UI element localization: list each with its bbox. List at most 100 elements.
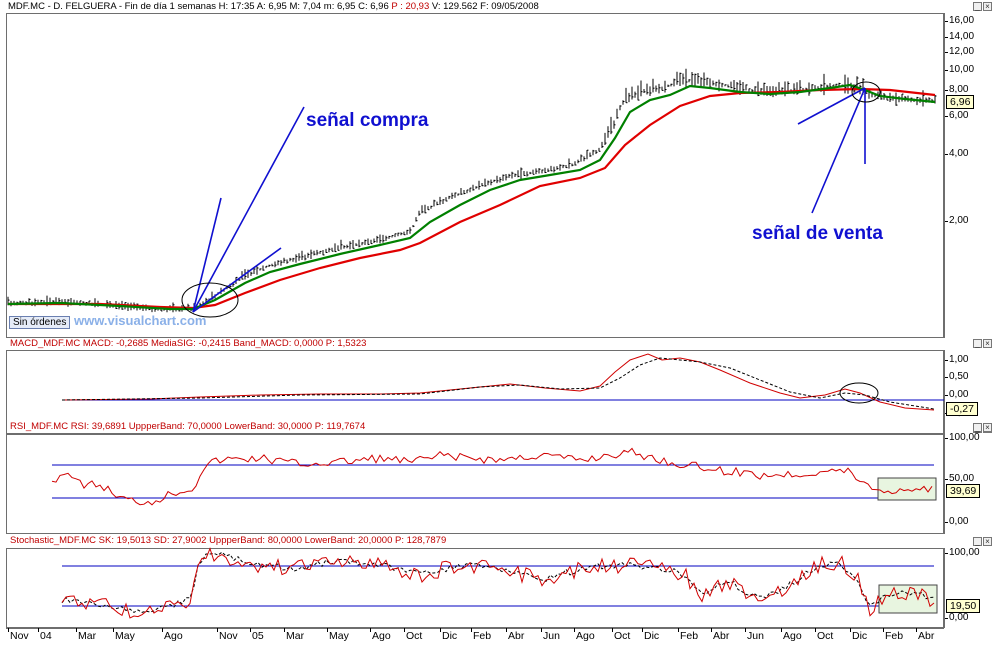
pane-close-icon[interactable]: × bbox=[983, 423, 992, 432]
macd-y-axis[interactable]: 1,00 0,50 0,00 -0,50 -0,27 bbox=[944, 350, 994, 434]
rsi-line bbox=[51, 447, 933, 506]
x-tick bbox=[327, 628, 328, 632]
price-bars bbox=[7, 68, 937, 313]
y-tick: 0,00 bbox=[944, 389, 969, 400]
ema-fast-line bbox=[7, 83, 936, 311]
x-tick-label: Jun bbox=[543, 630, 560, 642]
x-tick-label: Feb bbox=[885, 630, 904, 642]
y-tick: 0,50 bbox=[944, 371, 969, 382]
x-tick-label: Nov bbox=[10, 630, 29, 642]
ema-slow-line bbox=[8, 87, 936, 310]
x-tick bbox=[250, 628, 251, 632]
x-tick-label: Jun bbox=[747, 630, 764, 642]
header-p: P : 20,93 bbox=[391, 1, 430, 12]
x-tick-label: Dic bbox=[442, 630, 458, 642]
x-tick-label: Ago bbox=[576, 630, 595, 642]
buy-signal-line bbox=[192, 106, 305, 313]
pane-close-icon[interactable]: × bbox=[983, 2, 992, 11]
header-a: A: 6,95 bbox=[256, 1, 287, 12]
macd-line bbox=[61, 353, 935, 411]
buy-signal-line bbox=[192, 197, 222, 313]
x-tick bbox=[642, 628, 643, 632]
x-axis bbox=[6, 628, 944, 647]
x-tick bbox=[883, 628, 884, 632]
pane-minimize-icon[interactable]: _ bbox=[973, 339, 982, 348]
price-pane[interactable]: MDF.MC - D. FELGUERA - Fin de día 1 sema… bbox=[0, 0, 994, 338]
x-tick-label: Ago bbox=[372, 630, 391, 642]
x-tick bbox=[574, 628, 575, 632]
x-tick-label: Ago bbox=[783, 630, 802, 642]
macd-header-text: MACD_MDF.MC MACD: -0,2685 MediaSIG: -0,2… bbox=[10, 338, 367, 349]
x-tick bbox=[541, 628, 542, 632]
x-tick-label: Abr bbox=[918, 630, 935, 642]
x-tick-label: 04 bbox=[40, 630, 52, 642]
x-tick bbox=[440, 628, 441, 632]
sell-signal-line bbox=[811, 87, 866, 214]
x-tick-label: May bbox=[329, 630, 349, 642]
rsi-highlight-box bbox=[877, 477, 937, 501]
y-tick: 1,00 bbox=[944, 354, 969, 365]
buy-signal-line bbox=[192, 247, 282, 313]
stoch-pane[interactable]: 100,00 0,00 19,50 bbox=[0, 547, 994, 628]
x-tick bbox=[815, 628, 816, 632]
x-tick bbox=[76, 628, 77, 632]
x-tick-label: Feb bbox=[473, 630, 492, 642]
stoch-last-value: 19,50 bbox=[946, 599, 981, 613]
rsi-plot-area[interactable] bbox=[6, 434, 944, 534]
x-tick bbox=[678, 628, 679, 632]
x-tick-label: Dic bbox=[852, 630, 868, 642]
x-tick bbox=[38, 628, 39, 632]
rsi-pane[interactable]: _ × 100,00 50,00 0,00 39,69 bbox=[0, 424, 994, 534]
y-tick: 6,00 bbox=[944, 110, 969, 121]
x-tick-label: Nov bbox=[219, 630, 238, 642]
stoch-sk-line bbox=[61, 547, 935, 619]
y-tick: 16,00 bbox=[944, 15, 975, 26]
macd-header: MACD_MDF.MC MACD: -0,2685 MediaSIG: -0,2… bbox=[10, 338, 366, 349]
macd-signal-line bbox=[61, 357, 935, 410]
rsi-y-axis[interactable]: 100,00 50,00 0,00 39,69 bbox=[944, 432, 994, 534]
pane-close-icon[interactable]: × bbox=[983, 537, 992, 546]
y-tick: 8,00 bbox=[944, 84, 969, 95]
header-close: C: 6,96 bbox=[358, 1, 389, 12]
header-h: H: 17:35 bbox=[218, 1, 255, 12]
x-tick bbox=[781, 628, 782, 632]
x-tick-label: Dic bbox=[644, 630, 660, 642]
rsi-header-text: RSI_MDF.MC RSI: 39,6891 UppperBand: 70,0… bbox=[10, 421, 366, 432]
x-tick bbox=[916, 628, 917, 632]
y-tick: 0,00 bbox=[944, 516, 969, 527]
y-tick: 14,00 bbox=[944, 31, 975, 42]
x-tick-label: May bbox=[115, 630, 135, 642]
pane-minimize-icon[interactable]: _ bbox=[973, 423, 982, 432]
x-tick-label: Ago bbox=[164, 630, 183, 642]
orders-badge[interactable]: Sin órdenes bbox=[9, 316, 71, 329]
sell-signal-label: señal de venta bbox=[752, 223, 883, 244]
stoch-plot-area[interactable] bbox=[6, 548, 944, 628]
x-tick bbox=[162, 628, 163, 632]
x-tick-label: Oct bbox=[614, 630, 631, 642]
x-tick bbox=[113, 628, 114, 632]
stoch-y-axis[interactable]: 100,00 0,00 19,50 bbox=[944, 547, 994, 628]
pane-minimize-icon[interactable]: _ bbox=[973, 537, 982, 546]
y-tick: 12,00 bbox=[944, 46, 975, 57]
x-tick bbox=[284, 628, 285, 632]
y-tick: 4,00 bbox=[944, 148, 969, 159]
header-max: M: 7,04 bbox=[289, 1, 322, 12]
symbol-title: MDF.MC - D. FELGUERA - Fin de día 1 sema… bbox=[8, 1, 217, 12]
macd-plot-area[interactable] bbox=[6, 350, 944, 434]
pane-minimize-icon[interactable]: _ bbox=[973, 2, 982, 11]
x-tick-label: Oct bbox=[817, 630, 834, 642]
y-tick: 50,00 bbox=[944, 473, 975, 484]
buy-signal-label: señal compra bbox=[306, 110, 429, 131]
price-plot-area[interactable] bbox=[6, 13, 944, 338]
macd-signal-circle bbox=[839, 382, 879, 404]
pane-close-icon[interactable]: × bbox=[983, 339, 992, 348]
x-tick bbox=[711, 628, 712, 632]
y-tick: 2,00 bbox=[944, 215, 969, 226]
x-tick-label: Feb bbox=[680, 630, 699, 642]
x-tick-label: Oct bbox=[406, 630, 423, 642]
price-y-axis[interactable]: 16,00 14,00 12,00 10,00 8,00 6,00 4,00 2… bbox=[944, 13, 994, 338]
price-header: MDF.MC - D. FELGUERA - Fin de día 1 sema… bbox=[8, 1, 539, 12]
x-tick-label: Abr bbox=[508, 630, 525, 642]
x-tick bbox=[404, 628, 405, 632]
